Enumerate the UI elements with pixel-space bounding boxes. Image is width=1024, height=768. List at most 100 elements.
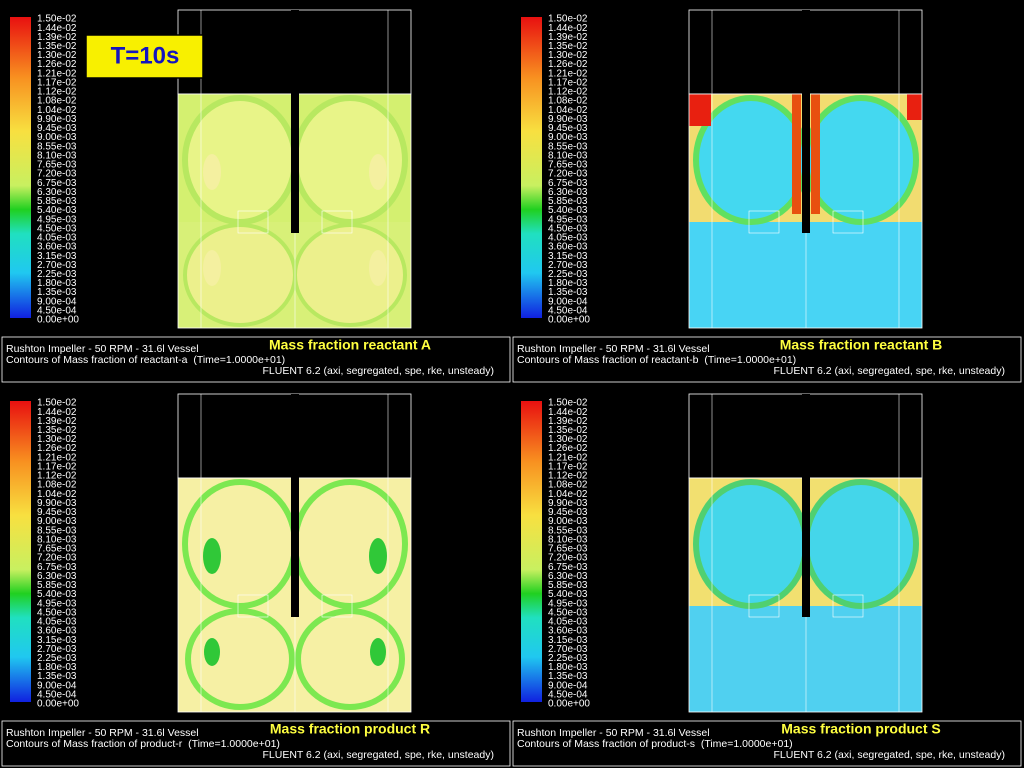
colorbar-label: 4.50e-04 bbox=[37, 689, 77, 700]
colorbar-label: 1.12e-02 bbox=[548, 87, 588, 98]
info-line: Rushton Impeller - 50 RPM - 31.6l Vessel bbox=[6, 343, 199, 355]
colorbar-label: 1.12e-02 bbox=[548, 471, 588, 482]
colorbar-label: 1.50e-02 bbox=[548, 14, 588, 25]
colorbar-label: 5.85e-03 bbox=[548, 196, 588, 207]
colorbar-label: 9.90e-03 bbox=[37, 114, 77, 125]
info-box bbox=[512, 336, 1022, 383]
colorbar-label: 5.85e-03 bbox=[37, 196, 77, 207]
info-box bbox=[512, 720, 1022, 767]
contour-lobe bbox=[183, 223, 297, 327]
colorbar-label: 3.60e-03 bbox=[548, 242, 588, 253]
info-line: FLUENT 6.2 (axi, segregated, spe, rke, u… bbox=[262, 365, 494, 377]
colorbar-label: 9.45e-03 bbox=[37, 123, 77, 134]
colorbar-label: 3.60e-03 bbox=[37, 626, 77, 637]
contour-core bbox=[204, 638, 220, 666]
colorbar-label: 2.70e-03 bbox=[37, 644, 77, 655]
colorbar-label: 4.50e-04 bbox=[37, 305, 77, 316]
panel-title: Mass fraction product S bbox=[781, 721, 940, 737]
colorbar-label: 1.12e-02 bbox=[37, 87, 77, 98]
colorbar-label: 3.15e-03 bbox=[548, 251, 588, 262]
colorbar-label: 1.04e-02 bbox=[37, 105, 77, 116]
colorbar-label: 7.65e-03 bbox=[37, 544, 77, 555]
blade bbox=[832, 594, 864, 618]
contour-lobe bbox=[693, 479, 809, 609]
colorbar-label: 1.30e-02 bbox=[37, 50, 77, 61]
colorbar-label: 1.12e-02 bbox=[37, 471, 77, 482]
colorbar-label: 9.00e-03 bbox=[548, 516, 588, 527]
colorbar-label: 5.85e-03 bbox=[548, 580, 588, 591]
info-line: FLUENT 6.2 (axi, segregated, spe, rke, u… bbox=[262, 749, 494, 761]
colorbar-label: 6.75e-03 bbox=[37, 178, 77, 189]
colorbar-label: 8.55e-03 bbox=[37, 141, 77, 152]
colorbar-label: 1.39e-02 bbox=[548, 32, 588, 43]
blade bbox=[321, 210, 353, 234]
colorbar-label: 2.25e-03 bbox=[37, 269, 77, 280]
colorbar-label: 9.00e-03 bbox=[548, 132, 588, 143]
colorbar-label: 1.35e-02 bbox=[37, 425, 77, 436]
colorbar-label: 6.75e-03 bbox=[37, 562, 77, 573]
colorbar-label: 9.90e-03 bbox=[548, 498, 588, 509]
info-line: Rushton Impeller - 50 RPM - 31.6l Vessel bbox=[6, 727, 199, 739]
colorbar-label: 1.50e-02 bbox=[548, 398, 588, 409]
colorbar-label: 9.00e-04 bbox=[37, 296, 77, 307]
contour-hot bbox=[689, 94, 711, 126]
info-line: Rushton Impeller - 50 RPM - 31.6l Vessel bbox=[517, 727, 710, 739]
colorbar-label: 9.00e-03 bbox=[37, 516, 77, 527]
colorbar-label: 1.21e-02 bbox=[548, 68, 588, 79]
colorbar-label: 4.50e-03 bbox=[37, 223, 77, 234]
colorbar-label: 4.50e-03 bbox=[37, 607, 77, 618]
colorbar-label: 1.30e-02 bbox=[548, 50, 588, 61]
colorbar-label: 1.04e-02 bbox=[37, 489, 77, 500]
colorbar-label: 8.55e-03 bbox=[548, 141, 588, 152]
colorbar-label: 4.50e-04 bbox=[548, 689, 588, 700]
blade bbox=[748, 594, 780, 618]
colorbar-label: 1.08e-02 bbox=[37, 96, 77, 107]
colorbar-label: 1.26e-02 bbox=[548, 59, 588, 70]
time-badge bbox=[85, 34, 204, 79]
colorbar bbox=[521, 401, 542, 702]
colorbar-label: 1.17e-02 bbox=[37, 77, 77, 88]
contour-lower bbox=[689, 222, 922, 328]
colorbar-label: 8.10e-03 bbox=[37, 150, 77, 161]
colorbar-label: 3.15e-03 bbox=[548, 635, 588, 646]
blade bbox=[237, 594, 269, 618]
contour-core bbox=[880, 154, 898, 190]
colorbar-label: 1.80e-03 bbox=[37, 278, 77, 289]
colorbar-label: 9.00e-04 bbox=[548, 296, 588, 307]
colorbar-label: 5.85e-03 bbox=[37, 580, 77, 591]
colorbar-label: 1.26e-02 bbox=[37, 59, 77, 70]
colorbar-label: 7.65e-03 bbox=[548, 544, 588, 555]
colorbar-label: 3.15e-03 bbox=[37, 251, 77, 262]
contour-lobe bbox=[295, 608, 405, 710]
panel-title: Mass fraction product R bbox=[270, 721, 430, 737]
info-line: Contours of Mass fraction of product-r (… bbox=[6, 738, 280, 750]
colorbar-label: 9.00e-04 bbox=[37, 680, 77, 691]
colorbar-label: 4.95e-03 bbox=[37, 214, 77, 225]
colorbar-label: 1.08e-02 bbox=[548, 96, 588, 107]
info-line: Rushton Impeller - 50 RPM - 31.6l Vessel bbox=[517, 343, 710, 355]
colorbar-label: 3.60e-03 bbox=[548, 626, 588, 637]
panel: 1.50e-021.44e-021.39e-021.35e-021.30e-02… bbox=[512, 393, 1022, 767]
info-line: FLUENT 6.2 (axi, segregated, spe, rke, u… bbox=[773, 365, 1005, 377]
colorbar-label: 0.00e+00 bbox=[548, 699, 590, 710]
colorbar-label: 7.65e-03 bbox=[37, 160, 77, 171]
colorbar-label: 7.20e-03 bbox=[548, 553, 588, 564]
contour-lobe bbox=[803, 95, 919, 225]
colorbar-label: 8.55e-03 bbox=[37, 525, 77, 536]
colorbar-label: 1.35e-03 bbox=[37, 287, 77, 298]
colorbar-label: 9.00e-03 bbox=[37, 132, 77, 143]
colorbar-label: 5.40e-03 bbox=[548, 205, 588, 216]
contour-core bbox=[714, 538, 732, 574]
colorbar-label: 1.35e-03 bbox=[548, 287, 588, 298]
contour-core bbox=[203, 250, 221, 286]
info-line: Contours of Mass fraction of reactant-b … bbox=[517, 354, 796, 366]
colorbar-label: 0.00e+00 bbox=[37, 315, 79, 326]
colorbar-label: 5.40e-03 bbox=[548, 589, 588, 600]
colorbar-label: 9.00e-04 bbox=[548, 680, 588, 691]
contour-core bbox=[203, 154, 221, 190]
colorbar-label: 1.04e-02 bbox=[548, 105, 588, 116]
colorbar-label: 1.30e-02 bbox=[548, 434, 588, 445]
colorbar-label: 1.35e-02 bbox=[548, 41, 588, 52]
colorbar-label: 1.39e-02 bbox=[37, 32, 77, 43]
